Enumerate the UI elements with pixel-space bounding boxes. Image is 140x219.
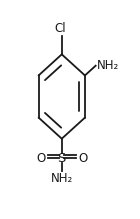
Text: Cl: Cl xyxy=(55,22,66,35)
Text: O: O xyxy=(36,152,45,165)
Text: O: O xyxy=(78,152,88,165)
Text: NH₂: NH₂ xyxy=(97,59,119,72)
Text: NH₂: NH₂ xyxy=(51,172,73,185)
Text: S: S xyxy=(58,152,66,165)
